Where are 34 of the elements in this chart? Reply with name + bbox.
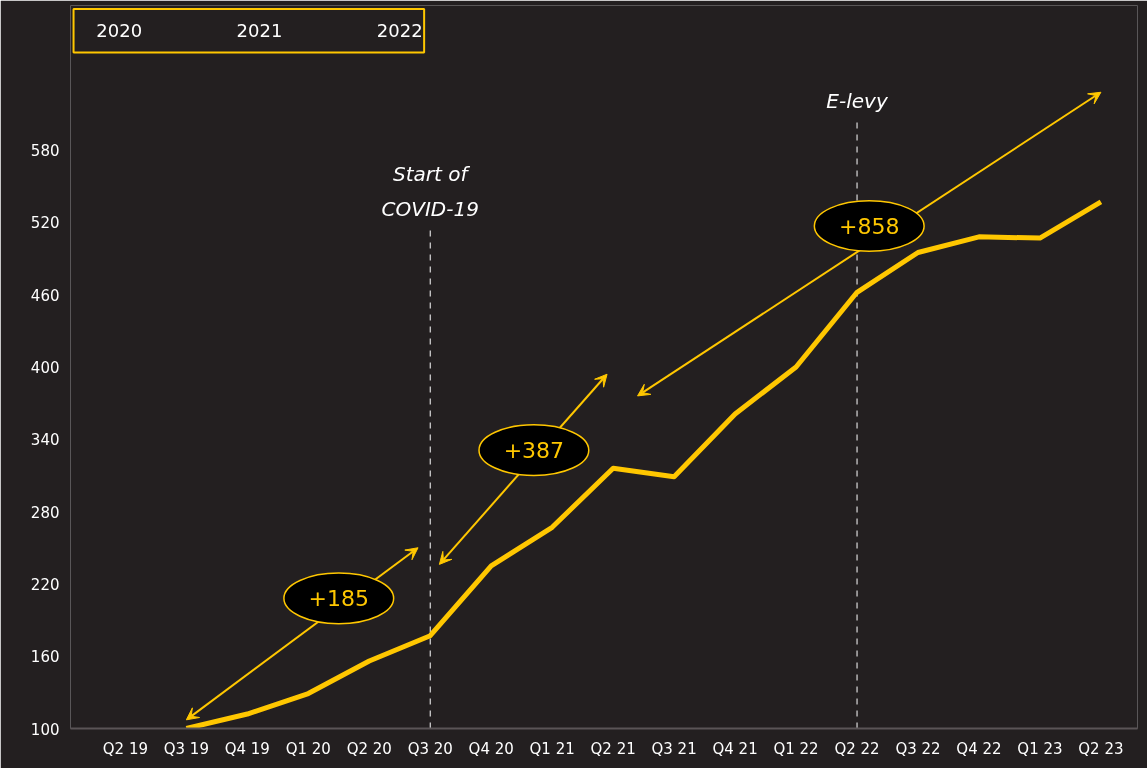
ref-line-label: E-levy bbox=[826, 88, 889, 113]
x-tick-label: Q3 19 bbox=[163, 739, 209, 758]
y-tick-label: 460 bbox=[30, 286, 60, 305]
annotation: 2022 bbox=[376, 20, 423, 42]
x-tick-label: Q3 21 bbox=[651, 739, 697, 758]
y-tick-label: 400 bbox=[30, 359, 60, 377]
x-tick-label: Q4 20 bbox=[468, 739, 514, 758]
ref-line-label: Start of COVID-19 bbox=[381, 162, 479, 221]
x-tick-label: Q1 23 bbox=[1017, 739, 1063, 758]
y-tick-label: 220 bbox=[30, 575, 60, 594]
x-tick-label: Q3 22 bbox=[895, 739, 941, 758]
x-tick-label: Q2 23 bbox=[1078, 739, 1124, 758]
annotation: 2021 bbox=[236, 20, 283, 42]
y-tick-label: 580 bbox=[30, 142, 60, 161]
x-tick-label: Q4 21 bbox=[712, 739, 758, 758]
x-tick-label: Q3 20 bbox=[407, 739, 453, 758]
y-tick-label: 100 bbox=[30, 720, 60, 739]
y-tick-label: 280 bbox=[30, 503, 60, 522]
annotation: 2020 bbox=[96, 20, 143, 42]
x-tick-label: Q2 21 bbox=[590, 739, 636, 758]
x-tick-label: Q1 22 bbox=[773, 739, 819, 758]
x-tick-label: Q1 20 bbox=[285, 739, 331, 758]
x-tick-label: Q4 19 bbox=[224, 739, 270, 758]
annotation: +185 bbox=[308, 586, 369, 612]
x-tick-label: Q2 22 bbox=[834, 739, 880, 758]
y-tick-label: 160 bbox=[30, 648, 60, 667]
y-tick-label: 520 bbox=[30, 214, 60, 233]
annotation: +858 bbox=[839, 214, 900, 240]
x-tick-label: Q4 22 bbox=[956, 739, 1002, 758]
x-tick-label: Q2 19 bbox=[102, 739, 148, 758]
y-tick-label: 340 bbox=[30, 431, 60, 450]
annotation: +387 bbox=[503, 438, 565, 464]
x-tick-label: Q2 20 bbox=[346, 739, 392, 758]
x-tick-label: Q1 21 bbox=[529, 739, 575, 758]
